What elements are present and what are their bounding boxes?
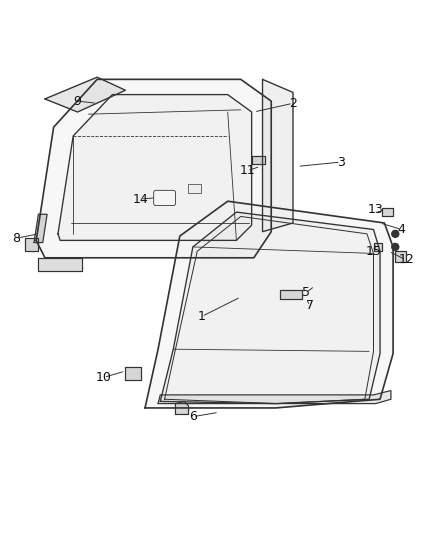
- Polygon shape: [58, 94, 252, 240]
- Polygon shape: [382, 208, 393, 216]
- Polygon shape: [45, 77, 125, 112]
- Polygon shape: [158, 391, 391, 403]
- Polygon shape: [252, 156, 265, 164]
- Text: 1: 1: [198, 310, 205, 323]
- Polygon shape: [160, 212, 380, 403]
- Polygon shape: [145, 201, 393, 408]
- Polygon shape: [262, 79, 293, 232]
- Text: 2: 2: [289, 97, 297, 110]
- Text: 15: 15: [366, 245, 381, 258]
- Polygon shape: [280, 290, 302, 299]
- Polygon shape: [34, 214, 47, 243]
- Text: 5: 5: [302, 286, 310, 299]
- Text: 14: 14: [133, 192, 148, 206]
- FancyBboxPatch shape: [187, 184, 201, 192]
- Polygon shape: [25, 238, 39, 251]
- Polygon shape: [36, 79, 271, 258]
- Text: 6: 6: [189, 410, 197, 423]
- Text: 7: 7: [307, 299, 314, 312]
- Circle shape: [392, 244, 399, 251]
- Polygon shape: [374, 243, 382, 251]
- Circle shape: [392, 230, 399, 237]
- Polygon shape: [176, 401, 188, 415]
- Polygon shape: [395, 251, 406, 262]
- Text: 12: 12: [398, 254, 414, 266]
- FancyBboxPatch shape: [154, 190, 176, 206]
- Text: 3: 3: [337, 156, 345, 168]
- Text: 9: 9: [74, 95, 81, 108]
- Polygon shape: [125, 367, 141, 379]
- Text: 8: 8: [13, 232, 21, 245]
- Text: 13: 13: [368, 204, 384, 216]
- Text: 10: 10: [96, 371, 112, 384]
- Text: 11: 11: [240, 164, 255, 177]
- Polygon shape: [39, 258, 82, 271]
- Text: 4: 4: [398, 223, 406, 236]
